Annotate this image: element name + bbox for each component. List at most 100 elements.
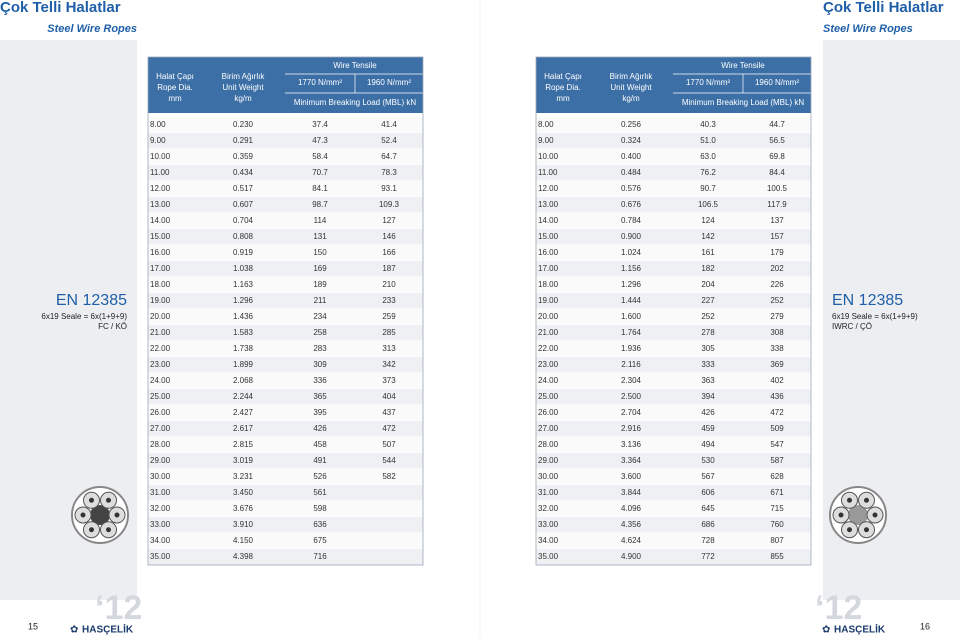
table-cell: 336 <box>313 376 327 385</box>
table-row <box>148 501 423 517</box>
table-cell: 0.919 <box>233 248 254 257</box>
table-cell: 2.068 <box>233 376 254 385</box>
table-cell: 333 <box>701 360 715 369</box>
table-cell: 166 <box>382 248 396 257</box>
table-cell: 365 <box>313 392 327 401</box>
table-row <box>148 517 423 533</box>
column-header: Unit Weight <box>610 83 652 92</box>
table-cell: 9.00 <box>538 136 554 145</box>
rope-strand-core <box>847 527 852 533</box>
brand-icon: ✿ <box>822 625 830 636</box>
table-cell: 547 <box>770 440 784 449</box>
table-cell: 1.444 <box>621 296 642 305</box>
table-cell: 561 <box>313 488 327 497</box>
table-cell: 23.00 <box>150 360 171 369</box>
table-cell: 3.910 <box>233 520 254 529</box>
table-cell: 4.096 <box>621 504 642 513</box>
table-cell: 4.356 <box>621 520 642 529</box>
table-cell: 24.00 <box>538 376 559 385</box>
table-row <box>148 149 423 165</box>
table-cell: 636 <box>313 520 327 529</box>
table-cell: 29.00 <box>150 456 171 465</box>
table-cell: 3.136 <box>621 440 642 449</box>
table-row <box>148 549 423 565</box>
table-cell: 0.808 <box>233 232 254 241</box>
table-cell: 472 <box>770 408 784 417</box>
table-cell: 0.900 <box>621 232 642 241</box>
rope-strand-core <box>838 512 844 518</box>
table-cell: 10.00 <box>150 152 171 161</box>
table-cell: 15.00 <box>150 232 171 241</box>
column-header: Unit Weight <box>222 83 264 92</box>
table-row <box>536 133 811 149</box>
table-row <box>148 469 423 485</box>
table-cell: 34.00 <box>538 536 559 545</box>
column-header: 1770 N/mm² <box>686 78 730 87</box>
brand: HASÇELİK <box>82 623 134 636</box>
table-cell: 11.00 <box>538 168 558 177</box>
table-cell: 3.364 <box>621 456 642 465</box>
table-cell: 342 <box>382 360 396 369</box>
rope-strand-core <box>864 527 869 533</box>
table-cell: 567 <box>701 472 715 481</box>
table-cell: 35.00 <box>150 552 171 561</box>
table-cell: 279 <box>770 312 784 321</box>
table-cell: 0.517 <box>233 184 254 193</box>
table-row <box>148 389 423 405</box>
table-row <box>536 149 811 165</box>
table-cell: 187 <box>382 264 396 273</box>
table-row <box>536 325 811 341</box>
brand: HASÇELİK <box>834 623 886 636</box>
table-row <box>536 437 811 453</box>
table-cell: 252 <box>770 296 784 305</box>
table-cell: 494 <box>701 440 715 449</box>
table-cell: 1.899 <box>233 360 254 369</box>
column-header: Rope Dia. <box>545 83 581 92</box>
table-row <box>148 229 423 245</box>
table-cell: 37.4 <box>312 120 328 129</box>
table-row <box>536 357 811 373</box>
table-cell: 3.844 <box>621 488 642 497</box>
table-cell: 544 <box>382 456 396 465</box>
table-cell: 671 <box>770 488 784 497</box>
column-header: Halat Çapı <box>156 72 194 81</box>
column-header: Wire Tensile <box>333 61 377 70</box>
table-cell: 76.2 <box>700 168 716 177</box>
table-row <box>536 501 811 517</box>
table-cell: 28.00 <box>150 440 171 449</box>
table-cell: 10.00 <box>538 152 559 161</box>
table-cell: 0.704 <box>233 216 254 225</box>
table-cell: 0.256 <box>621 120 642 129</box>
rope-strand-core <box>89 527 94 533</box>
rope-strand-core <box>89 497 94 503</box>
table-cell: 4.624 <box>621 536 642 545</box>
table-row <box>148 133 423 149</box>
column-header: Halat Çapı <box>544 72 582 81</box>
table-cell: 35.00 <box>538 552 559 561</box>
table-cell: 1.583 <box>233 328 254 337</box>
table-row <box>536 213 811 229</box>
table-header <box>536 57 811 113</box>
table-cell: 33.00 <box>150 520 171 529</box>
table-cell: 436 <box>770 392 784 401</box>
table-row <box>148 277 423 293</box>
table-row <box>536 469 811 485</box>
table-cell: 20.00 <box>538 312 559 321</box>
table-row <box>148 309 423 325</box>
table-cell: 402 <box>770 376 784 385</box>
table-cell: 41.4 <box>381 120 397 129</box>
table-row <box>148 453 423 469</box>
table-cell: 13.00 <box>150 200 171 209</box>
column-header: Birim Ağırlık <box>610 72 654 81</box>
year-mark: ‘12 <box>95 589 142 627</box>
table-cell: 309 <box>313 360 327 369</box>
table-cell: 0.359 <box>233 152 254 161</box>
table-cell: 227 <box>701 296 715 305</box>
core-type: IWRC / ÇÖ <box>832 322 872 331</box>
table-cell: 3.676 <box>233 504 254 513</box>
table-cell: 131 <box>313 232 327 241</box>
table-cell: 363 <box>701 376 715 385</box>
rope-strand-core <box>847 497 852 503</box>
table-cell: 0.484 <box>621 168 642 177</box>
table-cell: 21.00 <box>538 328 559 337</box>
